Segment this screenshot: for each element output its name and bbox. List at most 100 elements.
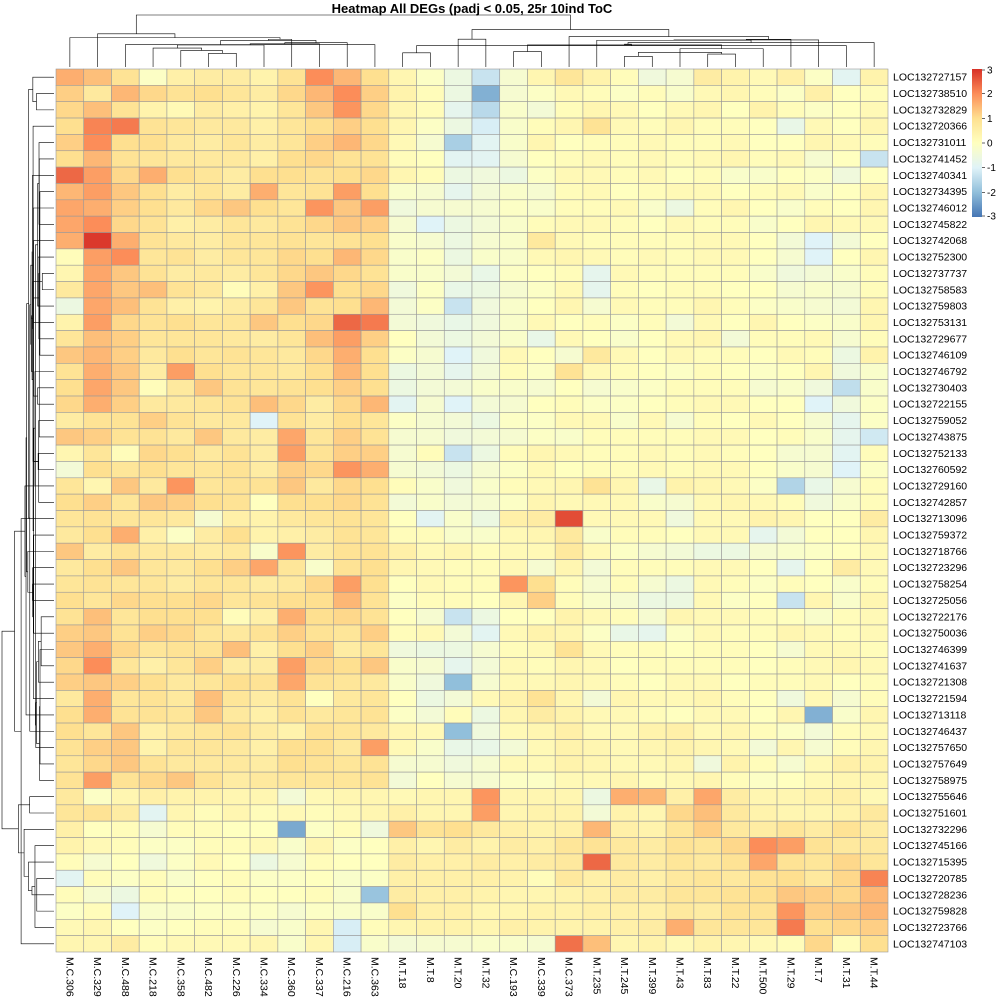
heatmap-cell [360, 395, 390, 413]
heatmap-cell [305, 477, 334, 495]
heatmap-cell [665, 869, 695, 887]
heatmap-cell [776, 330, 806, 348]
heatmap-cell [416, 788, 445, 806]
heatmap-cell [749, 166, 778, 184]
heatmap-cell [443, 199, 473, 217]
heatmap-cell [749, 918, 778, 936]
heatmap-cell [610, 559, 639, 577]
heatmap-cell [443, 134, 473, 152]
heatmap-cell [804, 641, 833, 658]
heatmap-cell [749, 673, 778, 691]
heatmap-cell [471, 722, 501, 740]
heatmap-cell [305, 248, 334, 266]
heatmap-cell [305, 461, 334, 479]
heatmap-cell [721, 117, 750, 135]
heatmap-cell [194, 85, 223, 102]
column-label: M.C.488 [119, 957, 131, 997]
heatmap-cell [416, 739, 445, 757]
heatmap-cell [249, 673, 279, 691]
heatmap-cell [166, 820, 195, 838]
heatmap-cell [527, 755, 556, 773]
heatmap-cell [83, 690, 112, 708]
heatmap-cell [83, 641, 112, 658]
heatmap-cell [333, 542, 362, 560]
heatmap-cell [166, 575, 195, 593]
legend-tick-label: -1 [987, 163, 996, 174]
heatmap-cell [471, 313, 501, 331]
legend-tick-label: -3 [987, 212, 996, 223]
heatmap-cell [305, 869, 334, 887]
heatmap-cell [527, 690, 556, 708]
heatmap-cell [194, 166, 223, 184]
heatmap-cell [194, 804, 223, 822]
heatmap-cell [416, 641, 445, 658]
heatmap-cell [111, 902, 140, 920]
heatmap-cell [138, 330, 168, 348]
heatmap-cell [249, 199, 279, 217]
heatmap-cell [360, 918, 390, 936]
heatmap-cell [859, 722, 889, 740]
heatmap-cell [277, 313, 306, 331]
heatmap-cell [721, 542, 750, 560]
heatmap-cell [388, 395, 417, 413]
heatmap-cell [249, 771, 279, 789]
heatmap-cell [360, 657, 390, 675]
heatmap-cell [776, 281, 806, 299]
heatmap-cell [138, 771, 168, 789]
heatmap-cell [693, 134, 722, 152]
heatmap-cell [665, 739, 695, 757]
heatmap-cell [582, 297, 611, 315]
heatmap-cell [138, 837, 168, 855]
column-label: M.T.500 [757, 957, 769, 995]
heatmap-cell [804, 804, 833, 822]
heatmap-cell [749, 755, 778, 773]
heatmap-cell [665, 771, 695, 789]
heatmap-cell [55, 101, 85, 119]
heatmap-cell [776, 232, 806, 250]
heatmap-cell [859, 935, 889, 953]
heatmap-cell [360, 673, 390, 691]
heatmap-cell [388, 918, 417, 936]
heatmap-cell [693, 101, 722, 119]
heatmap-cell [749, 101, 778, 119]
heatmap-cell [333, 444, 362, 462]
heatmap-cell [360, 117, 390, 135]
heatmap-cell [166, 395, 195, 413]
heatmap-cell [804, 493, 833, 511]
heatmap-cell [222, 706, 251, 724]
heatmap-cell [83, 395, 112, 413]
heatmap-cell [222, 493, 251, 511]
heatmap-cell [138, 444, 168, 462]
heatmap-cell [776, 591, 806, 609]
heatmap-cell [166, 869, 195, 887]
heatmap-cell [443, 117, 473, 135]
heatmap-cell [388, 297, 417, 315]
heatmap-cell [804, 591, 833, 609]
heatmap-cell [138, 739, 168, 757]
heatmap-cell [749, 346, 778, 364]
heatmap-cell [416, 722, 445, 740]
heatmap-cell [388, 232, 417, 250]
heatmap-cell [305, 559, 334, 577]
heatmap-cell [693, 673, 722, 691]
heatmap-cell [527, 886, 556, 904]
heatmap-cell [499, 183, 528, 201]
row-label: LOC132728236 [893, 889, 967, 901]
heatmap-cell [776, 788, 806, 806]
heatmap-cell [554, 624, 584, 642]
heatmap-cell [749, 739, 778, 757]
heatmap-cell [416, 837, 445, 855]
heatmap-cell [693, 608, 722, 626]
heatmap-cell [693, 869, 722, 887]
heatmap-cell [554, 248, 584, 266]
heatmap-cell [194, 264, 223, 282]
heatmap-cell [277, 412, 306, 430]
heatmap-cell [333, 346, 362, 364]
heatmap-cell [776, 183, 806, 201]
heatmap-cell [749, 215, 778, 233]
heatmap-cell [277, 902, 306, 920]
heatmap-cell [554, 346, 584, 364]
heatmap-cell [55, 918, 85, 936]
heatmap-cell [166, 264, 195, 282]
heatmap-cell [249, 379, 279, 397]
